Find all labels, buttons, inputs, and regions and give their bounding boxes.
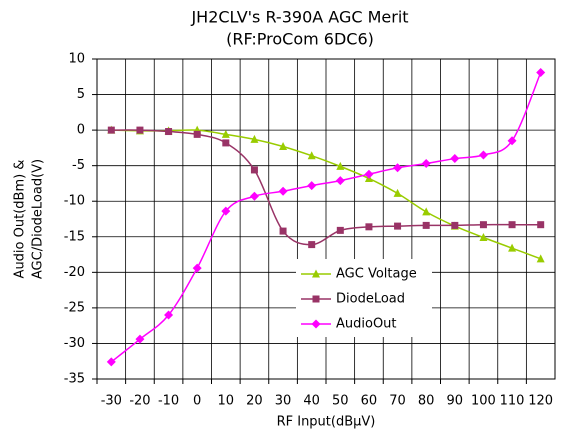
legend-label: DiodeLoad <box>336 292 405 307</box>
x-tick-label: 80 <box>418 394 435 409</box>
x-tick-label: 10 <box>218 394 235 409</box>
x-tick-label: 120 <box>528 394 553 409</box>
x-tick-label: -20 <box>129 394 150 409</box>
marker <box>278 186 288 196</box>
marker <box>136 126 144 134</box>
marker <box>192 263 202 273</box>
marker <box>165 128 173 136</box>
marker <box>365 223 373 231</box>
marker <box>508 243 517 252</box>
plot-border <box>96 58 556 380</box>
y-tick-label: -15 <box>64 229 85 244</box>
marker <box>221 206 231 216</box>
marker <box>394 222 402 230</box>
legend-label: AGC Voltage <box>336 267 417 282</box>
y-tick-label: -10 <box>64 194 85 209</box>
marker <box>308 241 316 249</box>
marker <box>536 68 546 78</box>
series-line <box>111 129 541 246</box>
y-tick-label: -35 <box>64 372 85 387</box>
x-tick-label: 30 <box>275 394 292 409</box>
marker <box>250 134 259 143</box>
marker <box>335 176 345 186</box>
chart-title: JH2CLV's R-390A AGC Merit <box>190 8 408 27</box>
legend-label: AudioOut <box>336 317 397 332</box>
x-tick-label: 90 <box>447 394 464 409</box>
y-tick-label: -5 <box>72 158 85 173</box>
marker <box>106 357 116 367</box>
marker <box>537 221 545 229</box>
marker <box>393 163 403 173</box>
x-tick-label: 0 <box>193 394 201 409</box>
x-tick-label: 70 <box>389 394 406 409</box>
x-tick-label: -10 <box>158 394 179 409</box>
marker <box>135 334 145 344</box>
legend: AGC Voltage DiodeLoad AudioOut <box>296 259 432 337</box>
x-tick-label: 110 <box>500 394 525 409</box>
marker <box>450 154 460 164</box>
marker <box>311 319 321 329</box>
marker <box>164 310 174 320</box>
marker <box>307 181 317 191</box>
x-tick-label: 60 <box>361 394 378 409</box>
marker <box>336 226 344 234</box>
marker <box>508 221 516 229</box>
marker <box>307 151 316 160</box>
x-tick-label: 100 <box>471 394 496 409</box>
marker <box>507 136 517 146</box>
marker <box>478 150 488 160</box>
marker <box>312 269 320 278</box>
marker <box>364 169 374 179</box>
marker <box>107 126 115 134</box>
y-tick-label: 5 <box>77 87 85 102</box>
marker <box>222 139 230 147</box>
marker <box>336 161 345 170</box>
y-tick-label: -25 <box>64 300 85 315</box>
marker <box>312 295 320 303</box>
x-tick-label: 40 <box>303 394 320 409</box>
y-tick-label: -30 <box>64 336 85 351</box>
y-tick-label: -20 <box>64 265 85 280</box>
x-tick-label: -30 <box>101 394 122 409</box>
marker <box>421 159 431 169</box>
marker <box>250 166 258 174</box>
y-tick-label: 0 <box>77 123 85 138</box>
marker <box>221 129 230 138</box>
marker <box>393 188 402 197</box>
y-axis-label: AGC/DiodeLoad(V) <box>31 159 46 279</box>
marker <box>479 221 487 229</box>
marker <box>422 221 430 229</box>
marker <box>279 227 287 235</box>
marker <box>451 221 459 229</box>
x-axis-label: RF Input(dBμV) <box>277 415 376 430</box>
y-tick-label: 10 <box>68 52 85 67</box>
series-line <box>111 129 541 260</box>
marker <box>536 254 545 263</box>
marker <box>279 141 288 150</box>
marker <box>479 232 488 241</box>
x-tick-label: 50 <box>332 394 349 409</box>
y-axis-label: Audio Out(dBm) & <box>13 160 28 279</box>
series-line <box>110 72 542 363</box>
marker <box>249 191 259 201</box>
marker <box>422 207 431 216</box>
x-tick-label: 20 <box>246 394 263 409</box>
marker <box>193 130 201 138</box>
chart-subtitle: (RF:ProCom 6DC6) <box>226 30 374 49</box>
